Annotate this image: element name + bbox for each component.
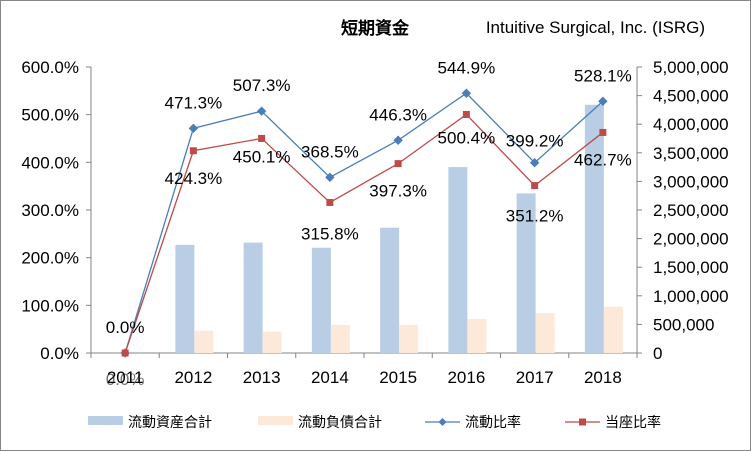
right-tick-label: 0 xyxy=(653,344,662,363)
quick-ratio-data-label: 351.2% xyxy=(506,207,564,226)
current-ratio-point xyxy=(598,96,608,106)
legend-label: 流動負債合計 xyxy=(298,415,382,431)
current-ratio-data-label: 0.0% xyxy=(106,318,145,337)
quick-ratio-data-label: 397.3% xyxy=(369,182,427,201)
current-ratio-point xyxy=(325,172,335,183)
quick-ratio-point xyxy=(258,134,266,142)
current-ratio-data-label: 368.5% xyxy=(301,142,359,161)
legend-swatch xyxy=(88,416,123,425)
current-ratio-data-label: 544.9% xyxy=(438,58,496,77)
legend-label: 流動資産合計 xyxy=(128,415,212,431)
right-tick-label: 5,000,000 xyxy=(653,58,729,77)
quick-ratio-data-label: 424.3% xyxy=(165,169,223,188)
x-tick-label: 2015 xyxy=(379,368,417,387)
current-ratio-line xyxy=(124,92,604,354)
current-ratio-point xyxy=(256,106,267,116)
current-ratio-data-label: 471.3% xyxy=(165,93,223,112)
bar-current-liabilities xyxy=(194,330,214,353)
bar-current-liabilities xyxy=(603,306,623,353)
bar-current-assets xyxy=(380,227,400,353)
quick-ratio-point xyxy=(462,110,470,118)
quick-ratio-point xyxy=(189,147,197,155)
x-tick-label: 2013 xyxy=(243,368,281,387)
legend-marker xyxy=(579,418,586,426)
right-tick-label: 4,500,000 xyxy=(653,87,729,106)
x-tick-label: 2012 xyxy=(174,368,212,387)
current-ratio-data-label: 399.2% xyxy=(506,132,564,151)
x-tick-label: 2014 xyxy=(311,368,349,387)
x-tick-label: 2011 xyxy=(107,368,144,387)
bar-current-assets xyxy=(311,247,331,353)
quick-ratio-data-label: 450.1% xyxy=(233,147,291,166)
bar-current-assets xyxy=(175,244,195,353)
current-ratio-data-label: 528.1% xyxy=(574,66,632,85)
right-tick-label: 1,500,000 xyxy=(653,258,729,277)
quick-ratio-data-label: 315.8% xyxy=(301,224,359,243)
left-tick-label: 300.0% xyxy=(21,201,79,220)
right-tick-label: 500,000 xyxy=(653,315,714,334)
quick-ratio-line xyxy=(124,113,604,354)
quick-ratio-point xyxy=(121,349,129,357)
bar-current-liabilities xyxy=(399,324,419,353)
left-tick-label: 0.0% xyxy=(40,344,79,363)
x-tick-label: 2016 xyxy=(447,368,485,387)
current-ratio-point xyxy=(393,135,403,145)
bar-current-liabilities xyxy=(330,324,350,353)
legend-marker xyxy=(438,418,447,426)
bar-current-liabilities xyxy=(535,312,555,353)
current-ratio-data-label: 446.3% xyxy=(369,105,427,124)
bar-current-assets xyxy=(448,167,468,353)
current-ratio-point xyxy=(529,158,540,168)
right-tick-label: 3,500,000 xyxy=(653,144,729,163)
left-tick-label: 600.0% xyxy=(21,58,79,77)
right-tick-label: 2,500,000 xyxy=(653,201,729,220)
quick-ratio-point xyxy=(394,160,402,168)
quick-ratio-point xyxy=(599,128,607,136)
bar-current-liabilities xyxy=(467,318,487,353)
legend-label: 流動比率 xyxy=(465,414,521,431)
right-tick-label: 4,000,000 xyxy=(653,115,729,134)
quick-ratio-data-label: 500.4% xyxy=(438,128,496,147)
bar-current-assets xyxy=(516,193,536,353)
quick-ratio-point xyxy=(326,198,334,206)
current-ratio-point xyxy=(188,123,199,134)
left-tick-label: 200.0% xyxy=(21,249,79,268)
legend-label: 当座比率 xyxy=(605,414,661,431)
left-tick-label: 500.0% xyxy=(21,106,79,125)
chart-title: 短期資金 xyxy=(341,18,410,39)
x-tick-label: 2018 xyxy=(584,368,622,387)
right-tick-label: 1,000,000 xyxy=(653,287,729,306)
quick-ratio-data-label: 0.0% xyxy=(106,370,145,389)
left-tick-label: 400.0% xyxy=(21,153,79,172)
bar-current-assets xyxy=(243,242,263,353)
right-tick-label: 2,000,000 xyxy=(653,230,729,249)
chart-subtitle: Intuitive Surgical, Inc. (ISRG) xyxy=(486,18,705,37)
quick-ratio-data-label: 462.7% xyxy=(574,150,632,169)
quick-ratio-point xyxy=(531,182,539,190)
legend-swatch xyxy=(258,416,293,425)
left-tick-label: 100.0% xyxy=(21,296,79,315)
current-ratio-data-label: 507.3% xyxy=(233,76,291,95)
current-ratio-point xyxy=(461,88,472,98)
bar-current-liabilities xyxy=(262,331,282,353)
bar-current-assets xyxy=(584,104,604,353)
x-tick-label: 2017 xyxy=(516,368,554,387)
right-tick-label: 3,000,000 xyxy=(653,172,729,191)
